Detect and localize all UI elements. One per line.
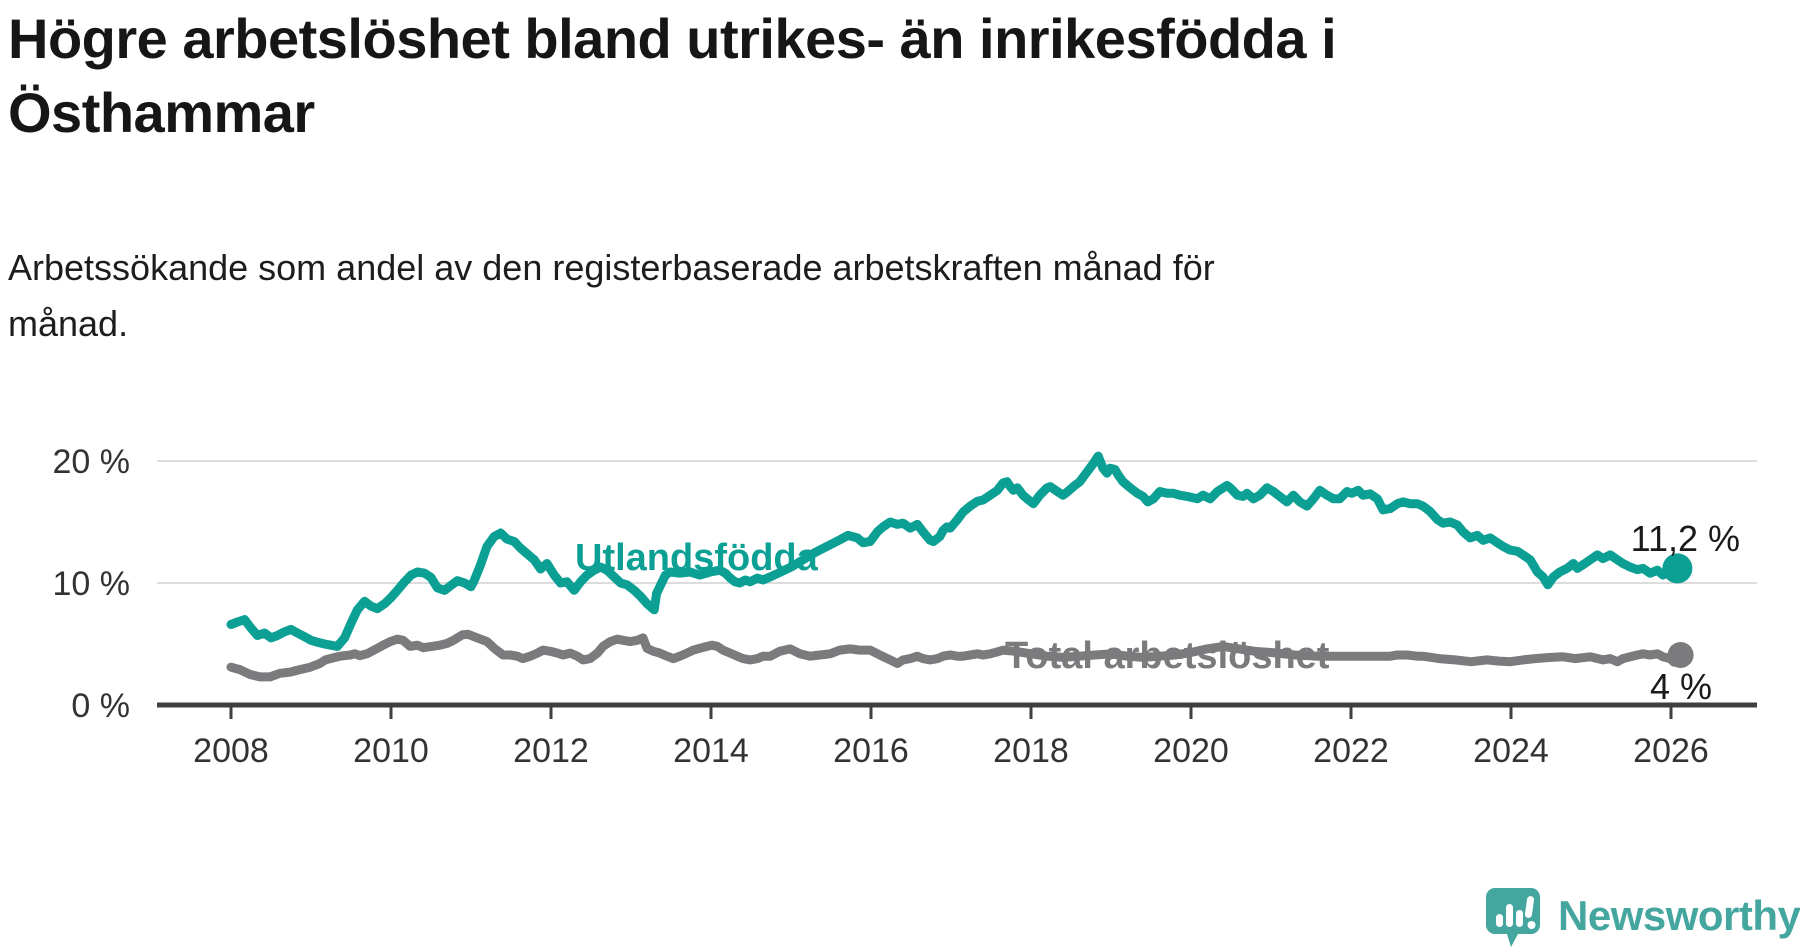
x-axis-tick-label: 2026 xyxy=(1633,732,1709,770)
newsworthy-branding: Newsworthy xyxy=(1482,884,1800,948)
series-end-dot-utlandsfodda xyxy=(1662,553,1693,584)
y-axis-tick-label: 0 % xyxy=(71,687,130,725)
chart-title: Högre arbetslöshet bland utrikes- än inr… xyxy=(8,7,1337,144)
x-axis-tick-label: 2008 xyxy=(193,732,269,770)
x-axis-tick-label: 2020 xyxy=(1153,732,1229,770)
newsworthy-logo-icon xyxy=(1486,888,1540,947)
x-axis-tick-label: 2010 xyxy=(353,732,429,770)
chart-subtitle: Arbetssökande som andel av den registerb… xyxy=(8,247,1215,345)
x-axis-tick-label: 2024 xyxy=(1473,732,1549,770)
end-value-label-utlandsfodda: 11,2 % xyxy=(1631,518,1740,559)
x-axis-tick-label: 2018 xyxy=(993,732,1069,770)
series-line-total xyxy=(226,629,1686,682)
series-label-utlandsfodda: Utlandsfödda xyxy=(575,537,819,579)
series-end-dot-total xyxy=(1667,641,1694,668)
y-axis-tick-label: 10 % xyxy=(53,565,131,603)
series-line-utlandsfodda xyxy=(226,451,1682,651)
end-value-label-total: 4 % xyxy=(1650,666,1712,707)
x-axis-tick-label: 2022 xyxy=(1313,732,1389,770)
y-axis-tick-label: 20 % xyxy=(53,443,131,481)
x-axis-tick-label: 2012 xyxy=(513,732,589,770)
series-label-total: Total arbetslöshet xyxy=(1005,635,1330,677)
x-axis-tick-label: 2014 xyxy=(673,732,749,770)
x-axis-tick-label: 2016 xyxy=(833,732,909,770)
newsworthy-logo-text: Newsworthy xyxy=(1558,892,1800,939)
